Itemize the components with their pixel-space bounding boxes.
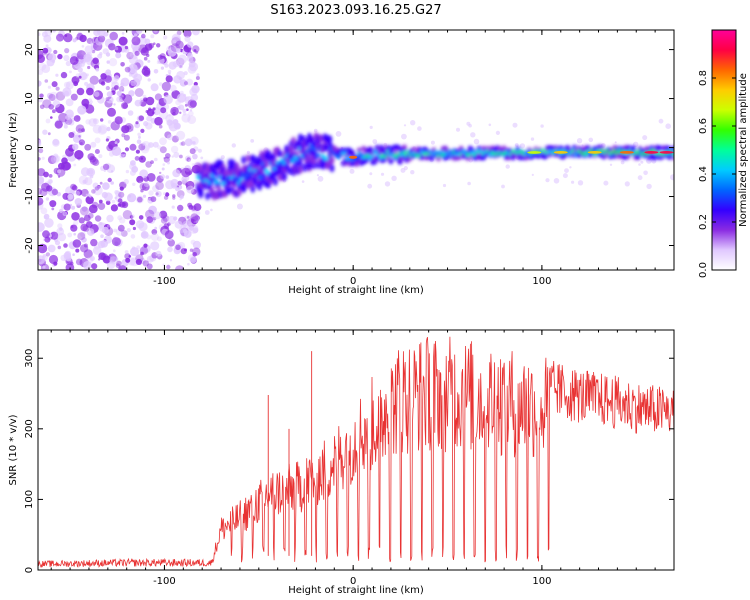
spectrogram-ytick-label: -20	[24, 237, 35, 253]
snr-xlabel: Height of straight line (km)	[288, 585, 424, 596]
snr-ylabel: SNR (10 * v/v)	[8, 414, 19, 485]
noise-speckle	[38, 30, 674, 270]
frequency-ridge	[195, 132, 674, 201]
spectrogram-xtick-label: -100	[153, 276, 176, 287]
snr-panel: -100 0 100 0 100 200 300 Height of straight li…	[8, 329, 675, 596]
snr-xtick-label: -100	[153, 576, 176, 587]
colorbar-tick-label: 0.2	[698, 214, 709, 230]
colorbar: 0.0 0.2 0.4 0.6 0.8 Normalized spectral ampl…	[698, 29, 749, 278]
spectrogram-ytick-label: 20	[24, 43, 35, 56]
snr-ytick-label: 200	[24, 419, 35, 438]
spectrogram-ytick-label: -10	[24, 188, 35, 204]
spectrogram-ytick-label: 0	[24, 144, 35, 150]
snr-ytick-label: 300	[24, 349, 35, 368]
colorbar-tick-label: 0.8	[698, 70, 709, 86]
spectrogram-ylabel: Frequency (Hz)	[8, 112, 19, 188]
spectrogram-frame	[37, 29, 675, 271]
colorbar-label: Normalized spectral amplitude	[738, 73, 749, 227]
spectrogram-xlabel: Height of straight line (km)	[288, 285, 424, 296]
spectrogram-xtick-label: 0	[350, 276, 356, 287]
snr-series-line	[38, 336, 674, 569]
colorbar-tick-label: 0.6	[698, 118, 709, 134]
figure-title: S163.2023.093.16.25.G27	[270, 3, 441, 18]
snr-xtick-label: 0	[350, 576, 356, 587]
spectrogram-xtick-label: 100	[532, 276, 551, 287]
colorbar-tick-label: 0.0	[698, 262, 709, 278]
colorbar-tick-label: 0.4	[698, 166, 709, 182]
snr-ytick-label: 0	[24, 567, 35, 573]
snr-frame	[37, 329, 675, 571]
colorbar-gradient	[712, 30, 736, 270]
spectrogram-ytick-label: 10	[24, 92, 35, 105]
ridge-peak	[349, 151, 674, 159]
snr-xtick-label: 100	[532, 576, 551, 587]
snr-ytick-label: 100	[24, 490, 35, 509]
